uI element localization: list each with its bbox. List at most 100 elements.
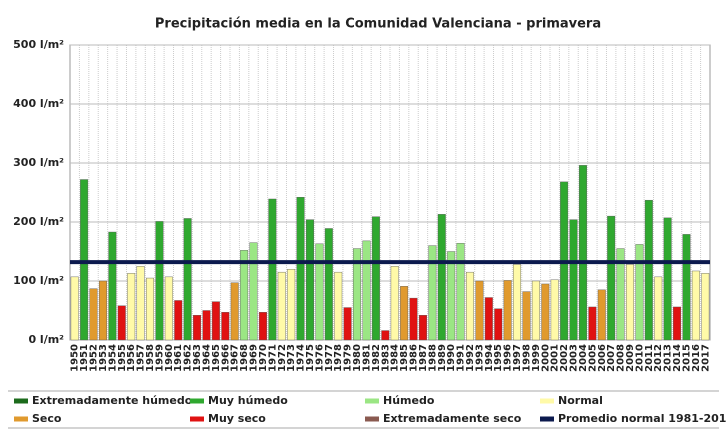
x-tick-label: 1959 (154, 344, 165, 372)
y-tick-label: 200 l/m² (13, 215, 64, 228)
legend-swatch (190, 398, 204, 404)
x-tick-label: 2006 (597, 344, 608, 372)
chart-title: Precipitación media en la Comunidad Vale… (155, 17, 601, 32)
x-tick-label: 1963 (192, 344, 203, 372)
bar (466, 271, 474, 341)
bar (371, 216, 380, 341)
bar (306, 219, 314, 341)
x-tick-label: 2007 (606, 344, 617, 372)
legend-swatch (365, 416, 379, 422)
bar (644, 199, 653, 341)
bar (268, 198, 277, 341)
bar (211, 301, 220, 341)
legend-swatch (14, 398, 28, 404)
x-tick-label: 1990 (446, 344, 457, 372)
x-tick-label: 1957 (136, 344, 147, 372)
x-tick-label: 1953 (98, 344, 109, 372)
bar (588, 306, 597, 341)
x-tick-label: 1981 (361, 344, 372, 372)
x-tick-label: 1986 (409, 344, 420, 372)
bar (682, 234, 691, 341)
x-tick-label: 2015 (681, 344, 692, 372)
bar (409, 297, 418, 341)
x-tick-label: 1975 (305, 344, 316, 372)
x-tick-label: 1997 (512, 344, 523, 372)
bar (437, 214, 446, 341)
x-tick-label: 2008 (616, 344, 627, 372)
bar (400, 286, 409, 341)
x-tick-label: 2013 (663, 344, 674, 372)
x-tick-label: 1964 (201, 344, 212, 372)
bar (362, 240, 371, 341)
bar (315, 243, 324, 341)
bar (202, 310, 211, 341)
x-tick-label: 1951 (79, 344, 90, 372)
bar (578, 165, 587, 341)
legend-label: Promedio normal 1981-2010 (558, 412, 727, 425)
bar (513, 264, 522, 341)
bar (155, 221, 164, 341)
x-tick-label: 1952 (89, 344, 100, 372)
x-tick-label: 1967 (230, 344, 241, 372)
x-tick-label: 1973 (286, 344, 297, 372)
y-tick-label: 0 l/m² (28, 333, 64, 346)
legend-swatch (540, 398, 554, 404)
legend-label: Muy seco (208, 412, 266, 425)
bar (296, 197, 305, 341)
x-tick-label: 1961 (173, 344, 184, 372)
y-tick-label: 100 l/m² (13, 274, 64, 287)
legend-label: Extremadamente seco (383, 412, 522, 425)
bar (503, 280, 512, 341)
bar (673, 306, 682, 341)
x-tick-label: 1995 (493, 344, 504, 372)
x-tick-label: 2010 (634, 344, 645, 372)
bar (475, 280, 484, 341)
bar (146, 277, 154, 341)
bar (550, 279, 559, 341)
x-tick-label: 2012 (653, 344, 664, 372)
x-tick-label: 2014 (672, 344, 683, 372)
bar (353, 248, 362, 341)
x-tick-label: 2016 (691, 344, 702, 372)
legend-label: Extremadamente húmedo (32, 394, 193, 407)
legend-swatch (190, 416, 204, 422)
x-tick-label: 1994 (484, 344, 495, 372)
x-tick-label: 1971 (267, 344, 278, 372)
bar (70, 276, 79, 341)
x-tick-label: 1982 (371, 344, 382, 372)
bar (136, 266, 145, 341)
x-tick-label: 1988 (427, 344, 438, 372)
bar (654, 276, 663, 341)
bar (663, 217, 672, 341)
bar (494, 308, 503, 341)
x-tick-label: 1954 (107, 344, 118, 372)
bar (428, 245, 437, 341)
bar (418, 315, 427, 341)
bar (108, 231, 117, 341)
bar (531, 280, 540, 341)
x-tick-label: 1979 (343, 344, 354, 372)
bar (221, 312, 230, 341)
x-tick-label: 2005 (587, 344, 598, 372)
x-tick-label: 2017 (700, 344, 711, 372)
x-tick-label: 2004 (578, 344, 589, 372)
bar (127, 273, 136, 341)
bar (701, 273, 710, 341)
y-tick-label: 300 l/m² (13, 156, 64, 169)
bar (334, 271, 343, 341)
bar (183, 218, 192, 341)
bar (691, 270, 700, 341)
y-tick-label: 500 l/m² (13, 38, 64, 51)
y-tick-label: 400 l/m² (13, 97, 64, 110)
x-tick-label: 2009 (625, 344, 636, 372)
x-tick-label: 1960 (164, 344, 175, 372)
bar (277, 271, 286, 341)
x-tick-label: 1966 (220, 344, 231, 372)
x-tick-label: 1965 (211, 344, 222, 372)
x-tick-label: 1976 (314, 344, 325, 372)
x-tick-label: 1969 (249, 344, 260, 372)
legend-label: Seco (32, 412, 62, 425)
legend-label: Normal (558, 394, 603, 407)
